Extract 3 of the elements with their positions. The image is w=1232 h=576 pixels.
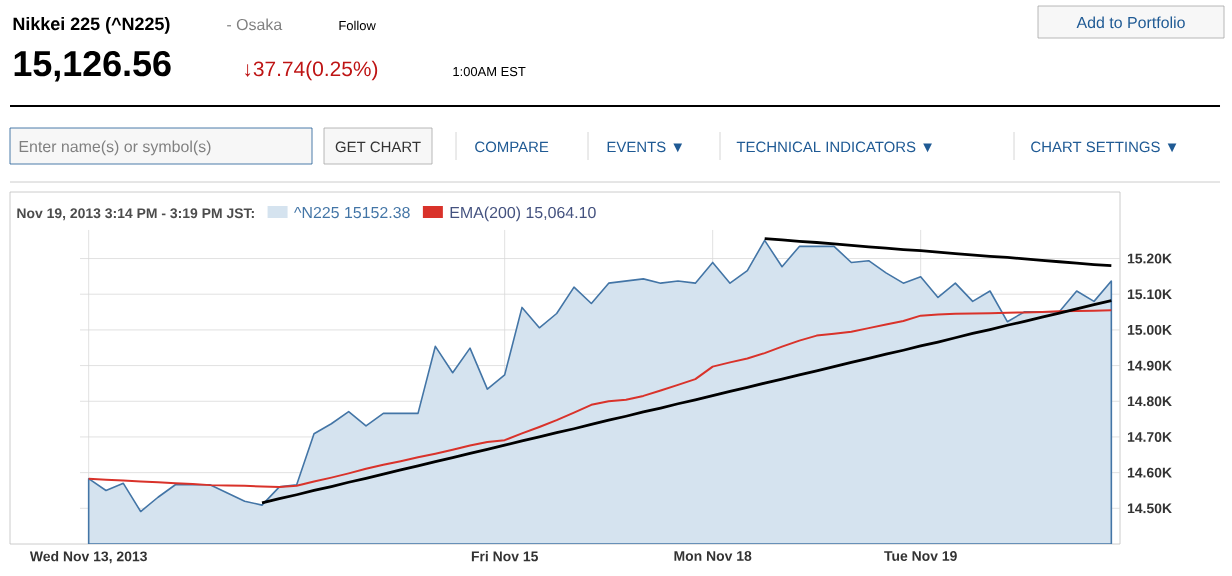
text: 15,126.56 (14, 50, 171, 82)
chart-title: Nikkei 225 (^N225) (13, 17, 170, 34)
text: ↓37.74(0.25%) (245, 60, 378, 81)
